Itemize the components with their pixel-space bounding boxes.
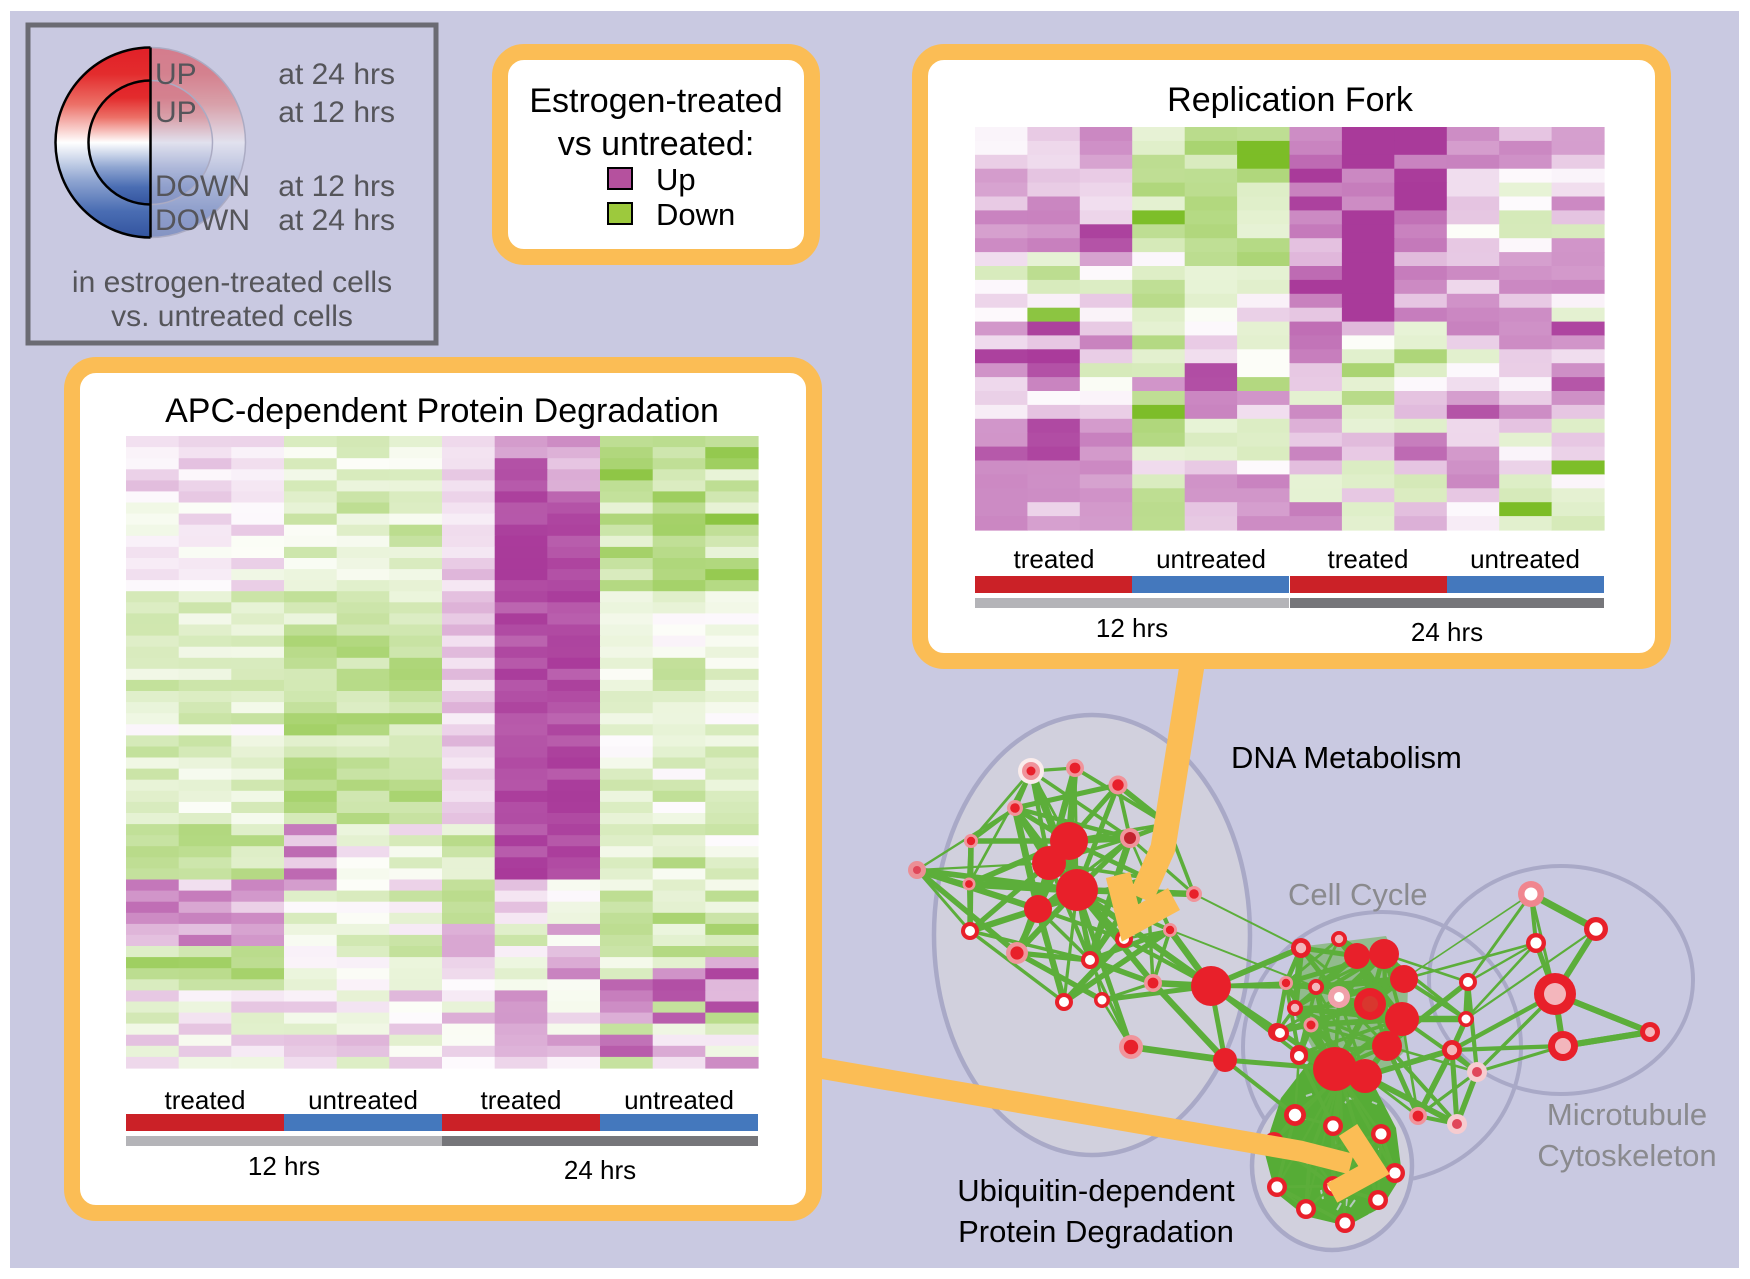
svg-text:at 24 hrs: at 24 hrs <box>278 58 395 91</box>
svg-text:untreated: untreated <box>624 1085 734 1115</box>
svg-text:UP: UP <box>155 96 197 129</box>
svg-text:Replication Fork: Replication Fork <box>1167 81 1414 119</box>
svg-text:12 hrs: 12 hrs <box>248 1151 320 1181</box>
svg-text:Protein Degradation: Protein Degradation <box>958 1214 1234 1249</box>
svg-text:APC-dependent Protein Degradat: APC-dependent Protein Degradation <box>165 392 719 430</box>
svg-text:Down: Down <box>656 197 735 232</box>
svg-text:Up: Up <box>656 162 696 197</box>
svg-text:vs. untreated cells: vs. untreated cells <box>111 300 353 333</box>
svg-text:in estrogen-treated cells: in estrogen-treated cells <box>72 266 392 299</box>
svg-text:24 hrs: 24 hrs <box>1411 617 1483 647</box>
svg-text:at 24 hrs: at 24 hrs <box>278 204 395 237</box>
svg-text:24 hrs: 24 hrs <box>564 1155 636 1185</box>
svg-text:vs untreated:: vs untreated: <box>558 125 755 163</box>
svg-text:Estrogen-treated: Estrogen-treated <box>529 82 782 120</box>
svg-text:treated: treated <box>165 1085 246 1115</box>
svg-text:Microtubule: Microtubule <box>1547 1097 1707 1132</box>
svg-text:treated: treated <box>1014 544 1095 574</box>
svg-text:treated: treated <box>481 1085 562 1115</box>
svg-text:12 hrs: 12 hrs <box>1096 613 1168 643</box>
svg-text:Cytoskeleton: Cytoskeleton <box>1537 1138 1716 1173</box>
svg-text:DNA Metabolism: DNA Metabolism <box>1231 740 1462 775</box>
svg-text:at 12 hrs: at 12 hrs <box>278 170 395 203</box>
svg-text:UP: UP <box>155 58 197 91</box>
svg-text:treated: treated <box>1328 544 1409 574</box>
svg-text:Cell Cycle: Cell Cycle <box>1288 877 1428 912</box>
svg-text:untreated: untreated <box>1156 544 1266 574</box>
svg-text:untreated: untreated <box>1470 544 1580 574</box>
svg-text:at 12 hrs: at 12 hrs <box>278 96 395 129</box>
svg-text:DOWN: DOWN <box>155 170 250 203</box>
svg-text:untreated: untreated <box>308 1085 418 1115</box>
svg-text:DOWN: DOWN <box>155 204 250 237</box>
svg-text:Ubiquitin-dependent: Ubiquitin-dependent <box>957 1173 1235 1208</box>
